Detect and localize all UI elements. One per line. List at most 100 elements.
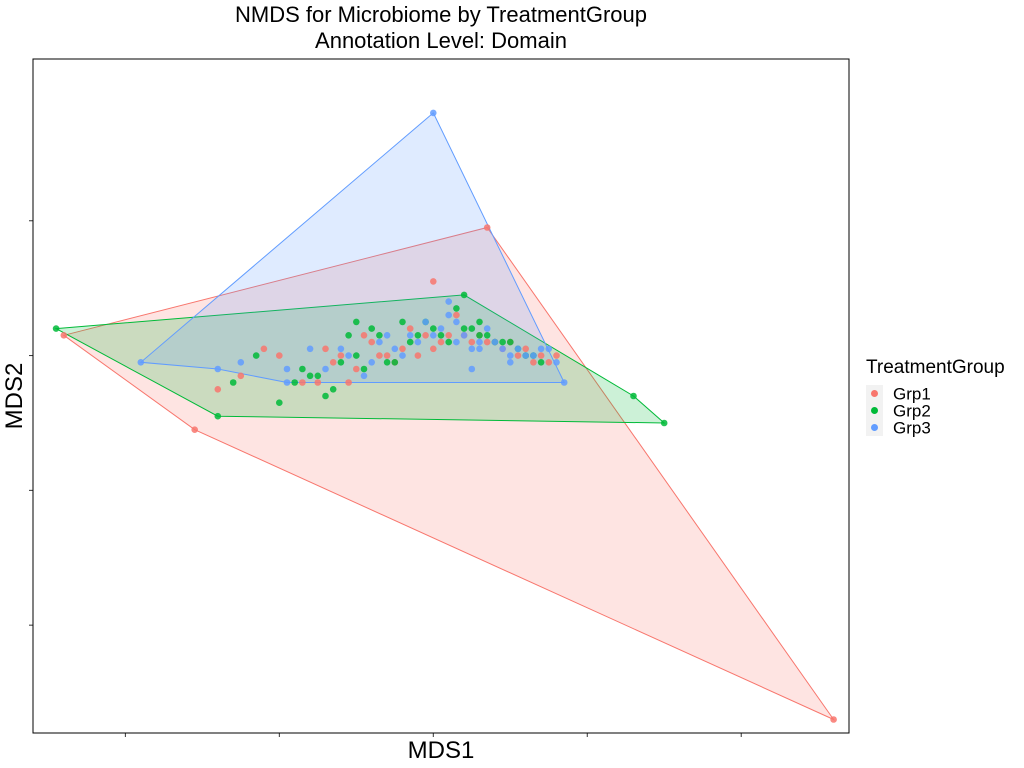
point-grp2	[660, 419, 668, 427]
point-grp1	[376, 352, 383, 359]
point-grp2	[406, 338, 414, 346]
point-grp3	[530, 352, 537, 359]
point-grp3	[553, 359, 560, 366]
point-grp3	[483, 325, 491, 332]
point-grp3	[383, 332, 391, 339]
point-grp1	[276, 352, 283, 359]
point-grp1	[430, 278, 437, 285]
point-grp3	[537, 345, 545, 353]
point-grp3	[430, 109, 437, 117]
point-grp3	[499, 345, 506, 353]
point-grp3	[137, 359, 145, 366]
point-grp3	[507, 359, 514, 366]
point-grp1	[522, 345, 529, 353]
point-grp2	[376, 332, 383, 339]
point-grp3	[414, 338, 422, 346]
point-grp3	[468, 365, 476, 373]
hull-grp2	[54, 294, 666, 424]
point-grp3	[460, 332, 468, 339]
legend-label-grp1: Grp1	[893, 385, 931, 404]
point-grp2	[445, 338, 453, 346]
ticks-layer	[29, 220, 742, 737]
point-grp1	[468, 338, 476, 346]
point-grp2	[52, 325, 60, 332]
point-grp2	[345, 332, 352, 339]
point-grp2	[353, 352, 360, 359]
point-grp3	[406, 332, 414, 339]
point-grp3	[214, 365, 222, 373]
point-grp3	[437, 325, 445, 332]
point-grp3	[283, 365, 291, 373]
point-grp2	[483, 332, 491, 339]
chart-title: NMDS for Microbiome by TreatmentGroup	[235, 2, 647, 27]
point-grp3	[522, 352, 529, 359]
point-grp3	[306, 345, 314, 353]
point-grp3	[476, 345, 483, 353]
point-grp1	[237, 372, 245, 380]
hulls-layer	[54, 112, 836, 721]
point-grp2	[453, 305, 460, 312]
point-grp1	[383, 352, 391, 359]
point-grp2	[314, 372, 322, 380]
point-grp3	[368, 359, 376, 366]
legend-key-grp2	[871, 407, 878, 414]
point-grp3	[399, 352, 406, 359]
point-grp2	[291, 379, 299, 386]
point-grp3	[507, 352, 514, 359]
point-grp2	[630, 392, 637, 400]
point-grp3	[445, 311, 453, 319]
point-grp1	[422, 332, 429, 339]
point-grp2	[368, 325, 376, 332]
point-grp1	[314, 379, 322, 386]
point-grp3	[391, 345, 399, 353]
point-grp2	[229, 379, 237, 386]
point-grp2	[537, 359, 545, 366]
point-grp1	[553, 352, 560, 359]
point-grp1	[453, 311, 460, 319]
point-grp2	[460, 325, 468, 332]
point-grp3	[453, 318, 460, 326]
point-grp1	[260, 345, 268, 353]
point-grp2	[306, 372, 314, 380]
point-grp3	[453, 338, 460, 346]
legend-key-grp1	[871, 390, 878, 397]
point-grp2	[468, 325, 476, 332]
point-grp1	[399, 345, 406, 353]
point-grp1	[60, 332, 68, 339]
point-grp2	[507, 338, 514, 346]
point-grp2	[329, 386, 337, 393]
point-grp1	[329, 359, 337, 366]
point-grp3	[560, 379, 568, 386]
plot-panel	[32, 58, 850, 734]
point-grp3	[491, 338, 499, 346]
point-grp1	[537, 352, 545, 359]
point-grp2	[383, 359, 391, 366]
point-grp2	[322, 392, 329, 400]
point-grp1	[214, 386, 222, 393]
point-grp3	[476, 338, 483, 346]
point-grp1	[299, 379, 306, 386]
legend-label-grp2: Grp2	[893, 402, 931, 421]
point-grp1	[483, 224, 491, 231]
chart-subtitle: Annotation Level: Domain	[315, 28, 567, 53]
x-axis-title: MDS1	[408, 737, 475, 764]
point-grp3	[337, 345, 345, 353]
legend-title: TreatmentGroup	[866, 357, 1005, 378]
point-grp1	[437, 338, 445, 346]
points-layer	[52, 109, 837, 723]
point-grp2	[252, 352, 260, 359]
point-grp3	[283, 379, 291, 386]
point-grp1	[368, 338, 376, 346]
point-grp2	[460, 291, 468, 299]
point-grp2	[499, 338, 506, 346]
point-grp2	[353, 318, 360, 326]
point-grp1	[430, 345, 437, 353]
point-grp3	[376, 338, 383, 346]
point-grp1	[322, 345, 329, 353]
point-grp2	[437, 332, 445, 339]
point-grp2	[276, 399, 283, 407]
point-grp2	[337, 359, 345, 366]
point-grp1	[445, 332, 453, 339]
point-grp2	[430, 325, 437, 332]
